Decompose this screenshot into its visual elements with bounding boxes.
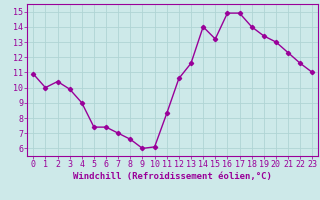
X-axis label: Windchill (Refroidissement éolien,°C): Windchill (Refroidissement éolien,°C) bbox=[73, 172, 272, 181]
